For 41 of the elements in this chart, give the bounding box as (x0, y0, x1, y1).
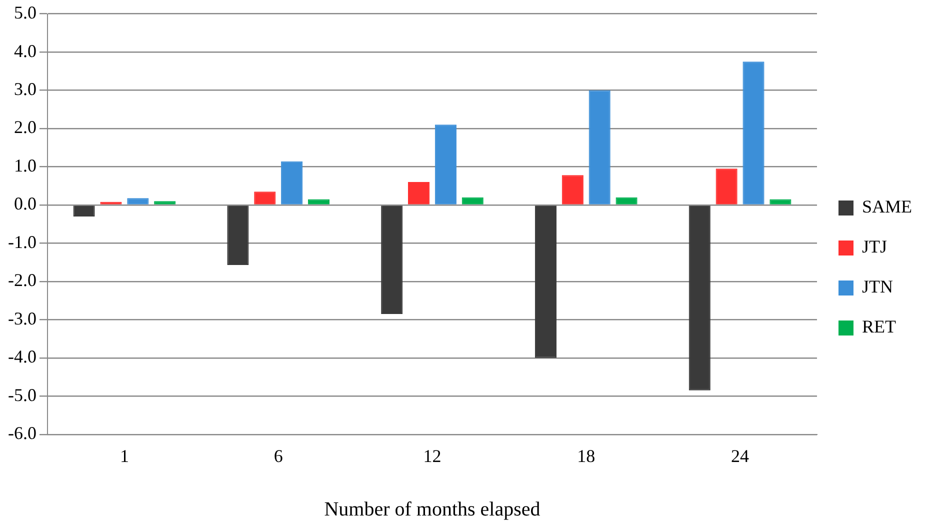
y-tick-label: -1.0 (8, 232, 36, 252)
legend-label: JTJ (862, 236, 888, 257)
y-tick-label: -3.0 (8, 308, 36, 328)
bar (281, 161, 303, 204)
x-tick-label: 24 (731, 446, 750, 466)
bar (716, 168, 738, 204)
bar (434, 124, 456, 204)
y-tick-label: 3.0 (14, 79, 36, 100)
y-tick-label: -6.0 (8, 423, 36, 444)
y-tick-label: 5.0 (14, 2, 36, 23)
x-tick-label: 6 (274, 446, 283, 466)
bar (688, 206, 710, 390)
x-axis-title: Number of months elapsed (324, 498, 540, 520)
x-tick-label: 12 (423, 446, 442, 466)
bar (154, 201, 176, 204)
bar (588, 90, 610, 204)
bar (462, 197, 484, 204)
bar (127, 198, 149, 204)
legend-label: JTN (862, 276, 893, 297)
bar (562, 175, 584, 204)
y-tick-label: -5.0 (8, 384, 36, 405)
bar (408, 182, 430, 204)
y-tick-label: 4.0 (14, 40, 36, 61)
bar (534, 206, 557, 358)
bar (308, 199, 330, 204)
bar (770, 199, 792, 204)
bar (254, 192, 276, 204)
x-tick-label: 18 (577, 446, 596, 466)
y-tick-label: 1.0 (14, 155, 36, 176)
bar (742, 62, 764, 204)
bar (73, 206, 95, 216)
y-tick-label: -2.0 (8, 270, 36, 290)
bar (381, 206, 403, 314)
y-tick-label: 2.0 (14, 117, 36, 138)
bar (227, 206, 249, 266)
x-tick-label: 1 (120, 446, 129, 466)
legend-label: SAME (862, 196, 912, 217)
y-tick-label: 0.0 (14, 194, 36, 214)
y-tick-label: -4.0 (8, 346, 36, 367)
bar (616, 197, 638, 204)
legend-label: RET (862, 316, 896, 337)
